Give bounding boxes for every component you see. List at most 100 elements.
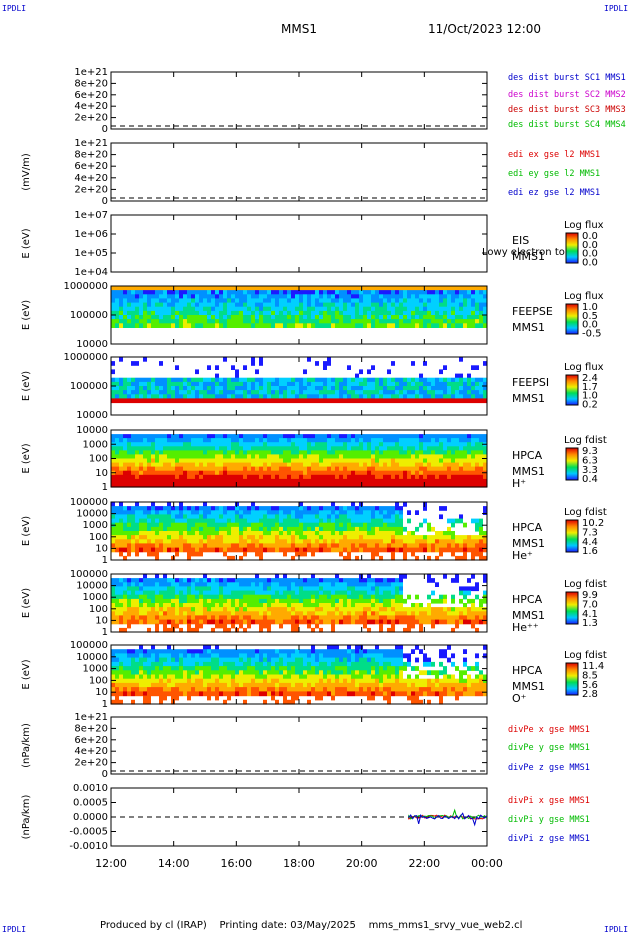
p6-cell: [263, 458, 267, 464]
p5-cell: [143, 377, 147, 383]
p8-cell: [147, 594, 151, 600]
p7-cell: [415, 539, 419, 544]
p6-cell: [279, 482, 283, 488]
p7-cell: [247, 539, 251, 544]
p8-cell: [251, 586, 255, 592]
p6-cell: [379, 462, 383, 468]
p6-cell: [439, 458, 443, 464]
p7-cell: [439, 551, 443, 557]
p4-cell: [307, 286, 311, 291]
p8-cell: [167, 611, 171, 616]
p4-cell: [223, 302, 227, 308]
p6-cell: [195, 482, 199, 488]
p7-cell: [467, 535, 471, 540]
p6-cell: [247, 454, 251, 460]
p6-cell: [431, 438, 435, 443]
p8-cell: [387, 615, 391, 621]
p4-cell: [383, 298, 387, 304]
p4-cell: [123, 298, 127, 304]
p5-cell: [451, 386, 455, 391]
p8-cell: [211, 611, 215, 616]
p6-cell: [275, 438, 279, 443]
p7-cell: [307, 547, 311, 553]
p6-cell: [123, 482, 127, 488]
p8-cell: [143, 586, 147, 592]
p8-cell: [339, 590, 343, 596]
p8-cell: [163, 615, 167, 621]
p6-cell: [411, 454, 415, 460]
p6-cell: [343, 450, 347, 456]
p4-cell: [239, 298, 243, 304]
p5-cell: [307, 377, 311, 383]
p6-cell: [283, 466, 287, 472]
p4-cell: [287, 306, 291, 312]
p8-cell: [227, 590, 231, 596]
p8-cell: [295, 578, 299, 583]
p7-cell: [307, 526, 311, 532]
p4-cell: [343, 290, 347, 295]
p7-cell: [471, 555, 475, 561]
p6-cell: [407, 482, 411, 488]
p8-cell: [115, 615, 119, 621]
p4-cell: [195, 319, 199, 324]
p4-cell: [235, 290, 239, 295]
p5-cell: [247, 377, 251, 383]
p5-cell: [271, 398, 275, 404]
p6-cell: [435, 454, 439, 460]
p7-cell: [347, 514, 351, 520]
p7-cell: [115, 543, 119, 549]
p5-cell: [339, 394, 343, 399]
p7-cell: [427, 522, 431, 528]
p8-cell: [343, 607, 347, 612]
p6-cell: [131, 458, 135, 464]
p7-cell: [379, 522, 383, 528]
p4-cell: [367, 302, 371, 308]
p5-cell: [251, 361, 255, 366]
p4-cell: [143, 298, 147, 304]
p7-cell: [175, 535, 179, 540]
p8-cell: [203, 598, 207, 604]
p4-cell: [359, 290, 363, 295]
p6-cell: [231, 454, 235, 460]
p6-cell: [255, 442, 259, 447]
p7-cell: [447, 526, 451, 532]
p6-cell: [311, 446, 315, 451]
p4-cell: [119, 294, 123, 299]
p7-cell: [463, 551, 467, 557]
p4-cell: [463, 319, 467, 324]
p6-cell: [419, 478, 423, 484]
p8-cell: [399, 574, 403, 579]
p3-ytick-label: 1e+06: [74, 229, 108, 240]
p6-cell: [271, 458, 275, 464]
p7-cell: [311, 535, 315, 540]
p8-cell: [203, 582, 207, 587]
p4-cell: [407, 319, 411, 324]
p5-cell: [323, 381, 327, 387]
p6-cell: [471, 482, 475, 488]
p5-cell: [391, 398, 395, 404]
p4-cell: [395, 294, 399, 299]
p6-cell: [295, 474, 299, 480]
p8-cell: [311, 619, 315, 625]
p8-cell: [195, 582, 199, 587]
p7-cell: [443, 543, 447, 549]
p5-cell: [127, 381, 131, 387]
p6-cell: [435, 450, 439, 456]
p6-colorbar: [565, 447, 579, 481]
p4-cell: [131, 310, 135, 316]
p4-cell: [183, 290, 187, 295]
p8-cell: [135, 594, 139, 600]
p4-cell: [475, 290, 479, 295]
p4-cell: [251, 286, 255, 291]
p8-cell: [335, 586, 339, 592]
p7-ytick-label: 100: [89, 532, 108, 543]
p8-cell: [395, 598, 399, 604]
p6-cell: [399, 458, 403, 464]
p5-cell: [259, 386, 263, 391]
p4-cell: [179, 306, 183, 312]
p4-cell: [131, 319, 135, 324]
p7-cell: [291, 518, 295, 524]
p8-cell: [135, 619, 139, 625]
p7-cell: [383, 526, 387, 532]
p6-cell: [347, 478, 351, 484]
